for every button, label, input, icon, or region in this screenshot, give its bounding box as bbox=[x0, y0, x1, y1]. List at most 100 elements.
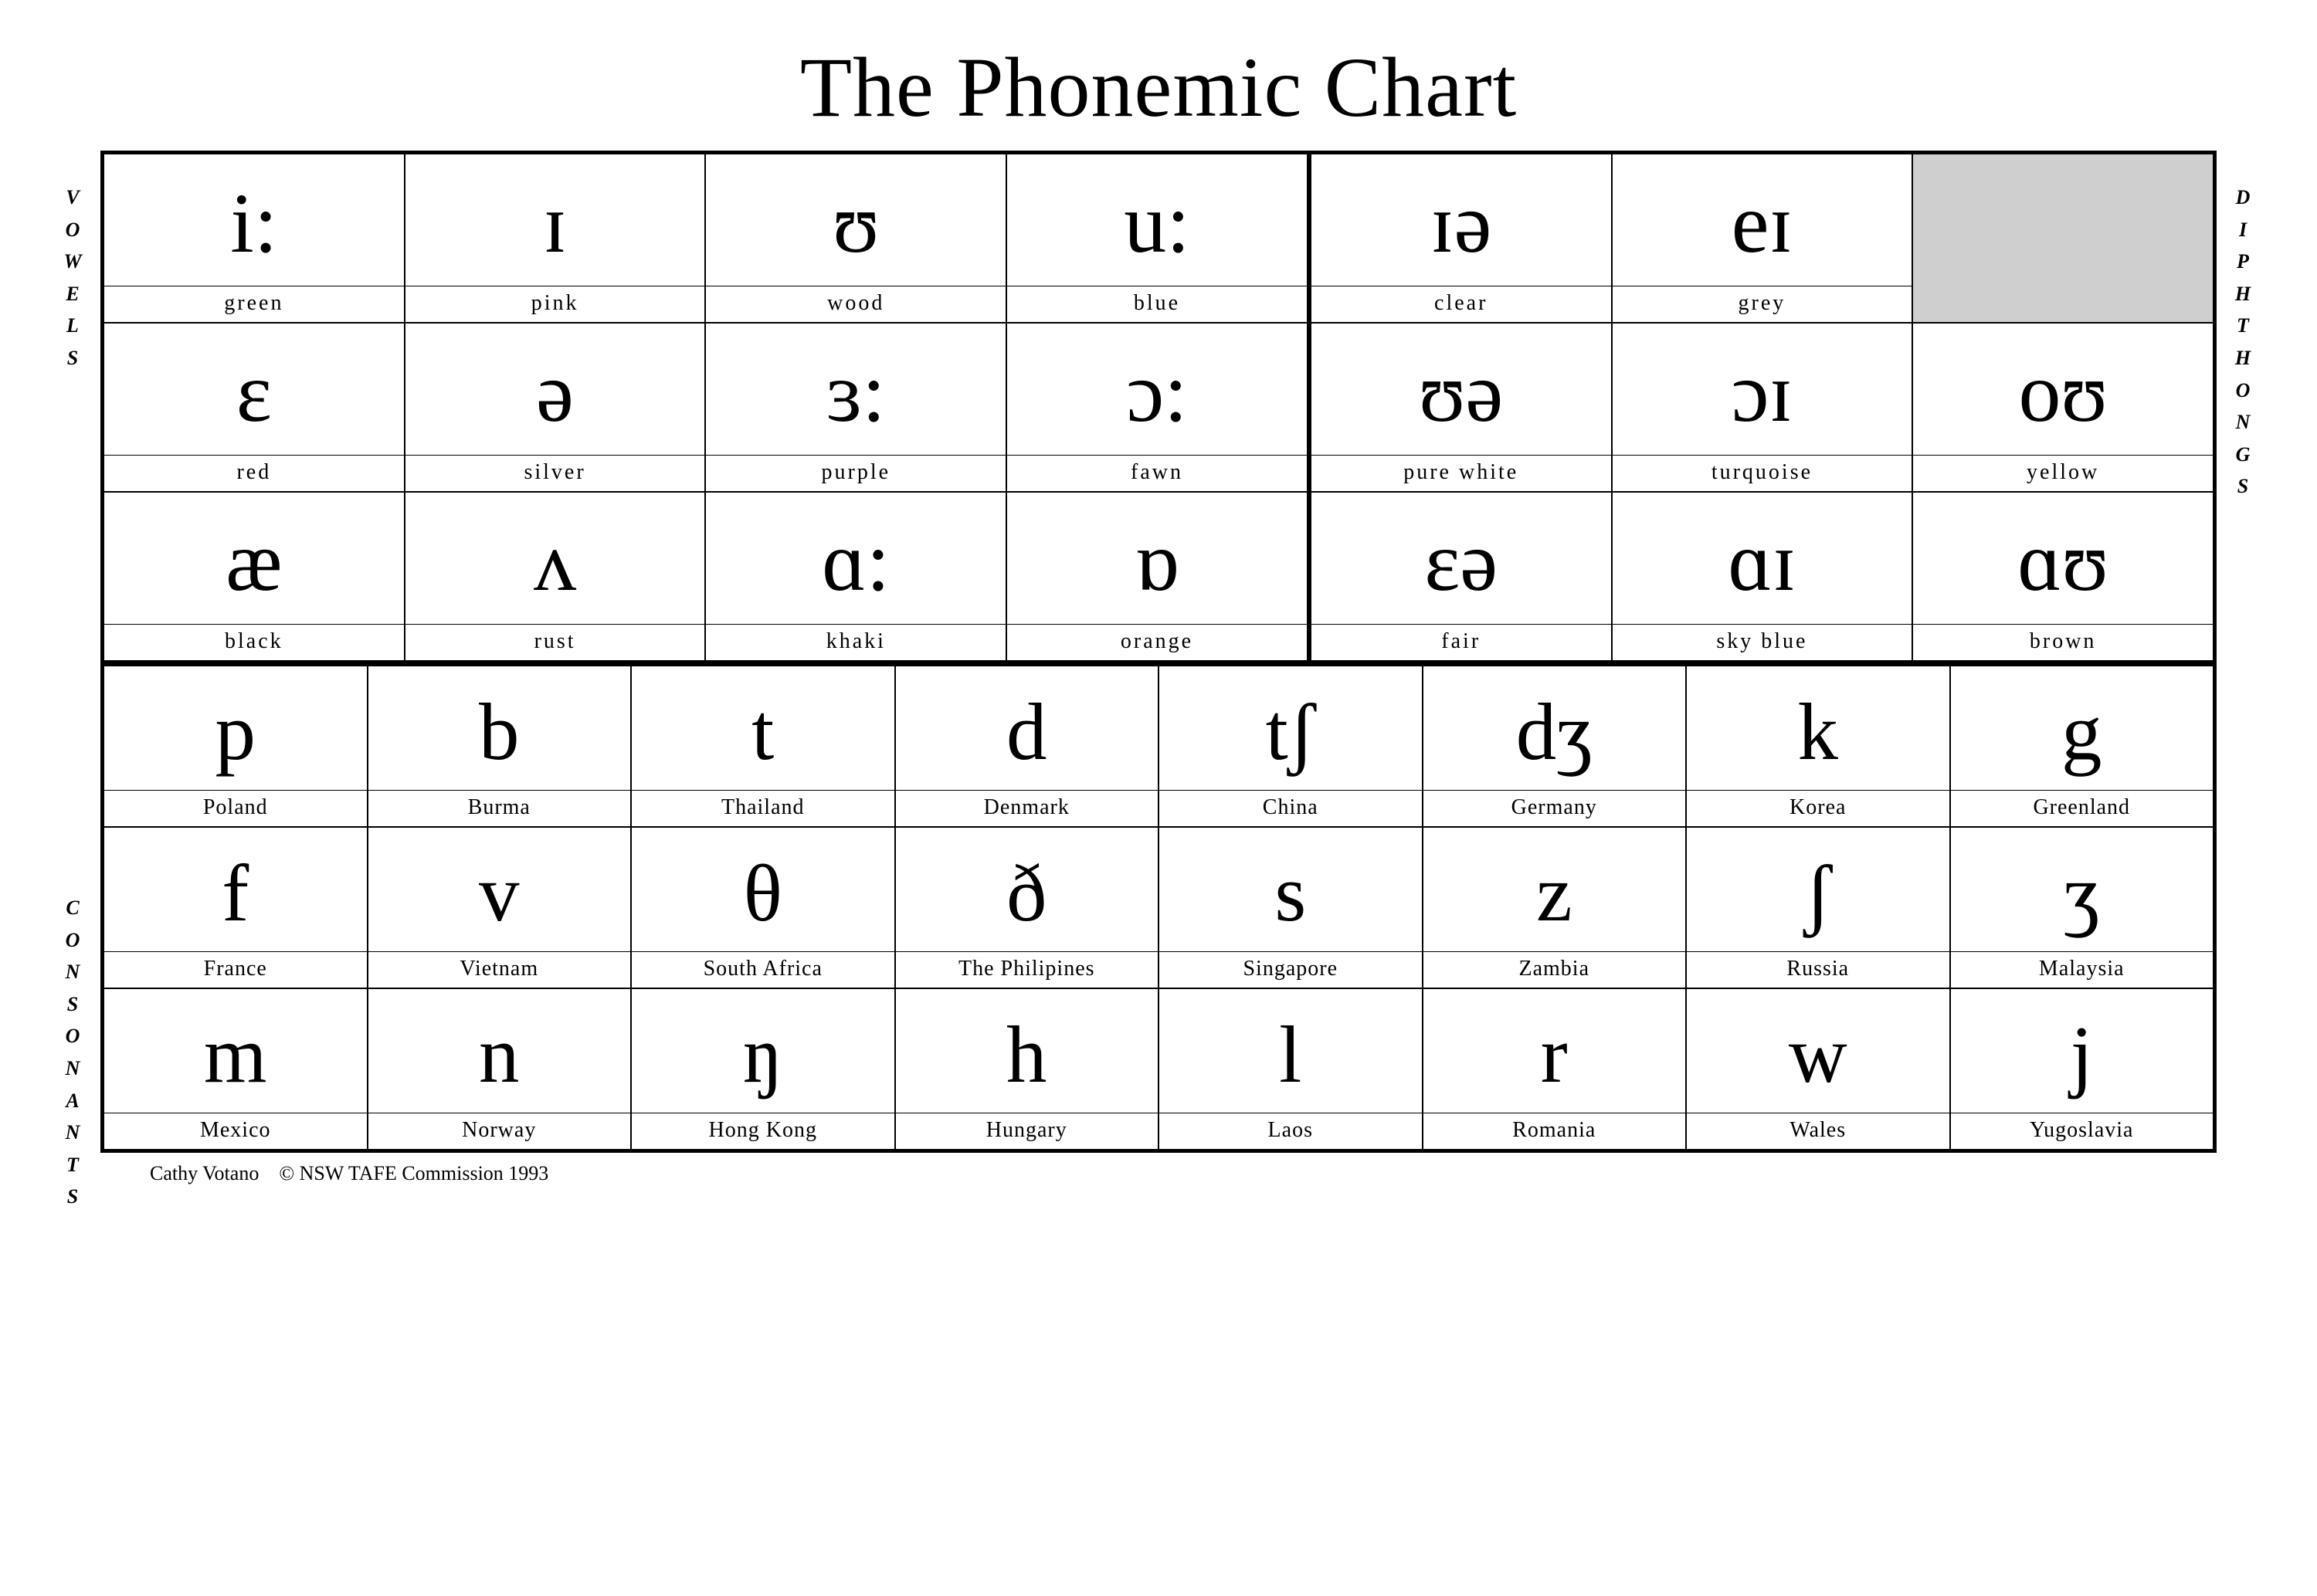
diphthongs-label: yellow bbox=[1913, 455, 2213, 491]
consonants-cell: sSingapore bbox=[1158, 827, 1423, 988]
vowels-label: pink bbox=[405, 286, 705, 322]
vowels-symbol: ʊ bbox=[706, 154, 1006, 286]
consonants-label: China bbox=[1159, 790, 1422, 826]
consonants-label: Vietnam bbox=[368, 951, 631, 988]
consonants-cell: tʃChina bbox=[1158, 666, 1423, 827]
diphthongs-cell: ɑɪsky blue bbox=[1612, 492, 1913, 661]
vowels-cell: ɪpink bbox=[405, 154, 706, 323]
consonants-label: Russia bbox=[1687, 951, 1949, 988]
vowel-diphthong-section: i:greenɪpinkʊwoodu:blueɛredəsilverɜ:purp… bbox=[103, 154, 2214, 661]
side-label-char: L bbox=[54, 310, 93, 342]
consonants-label: Burma bbox=[368, 790, 631, 826]
consonants-symbol: f bbox=[104, 828, 367, 951]
side-label-char: N bbox=[2224, 406, 2263, 439]
consonants-label: Korea bbox=[1687, 790, 1949, 826]
page-title: The Phonemic Chart bbox=[54, 39, 2263, 137]
consonants-symbol: θ bbox=[632, 828, 894, 951]
side-label-char: W bbox=[54, 246, 93, 278]
consonants-cell: kKorea bbox=[1686, 666, 1950, 827]
consonants-cell: vVietnam bbox=[368, 827, 632, 988]
vowels-cell: ɒorange bbox=[1006, 492, 1308, 661]
consonants-cell: zZambia bbox=[1423, 827, 1687, 988]
diphthongs-row: ʊəpure whiteɔɪturquoiseoʊyellow bbox=[1311, 323, 2214, 492]
vowels-symbol: ɔ: bbox=[1007, 324, 1307, 455]
consonants-symbol: z bbox=[1423, 828, 1686, 951]
side-label-char: H bbox=[2224, 278, 2263, 310]
diphthongs-label: grey bbox=[1613, 286, 1912, 322]
side-label-char: E bbox=[54, 278, 93, 310]
diphthongs-symbol: ɛə bbox=[1311, 493, 1611, 624]
consonants-symbol: m bbox=[104, 989, 367, 1113]
vowels-symbol: ɑ: bbox=[706, 493, 1006, 624]
consonants-cell: bBurma bbox=[368, 666, 632, 827]
consonants-block: pPolandbBurmatThailanddDenmarktʃChinadʒG… bbox=[103, 661, 2214, 1150]
vowels-cell: ɔ:fawn bbox=[1006, 323, 1308, 492]
side-label-char: S bbox=[54, 342, 93, 374]
consonants-symbol: r bbox=[1423, 989, 1686, 1113]
diphthongs-symbol: ɑʊ bbox=[1913, 493, 2213, 624]
consonants-symbol: p bbox=[104, 666, 367, 790]
side-label-char: G bbox=[2224, 439, 2263, 471]
consonants-cell: dʒGermany bbox=[1423, 666, 1687, 827]
vowels-symbol: u: bbox=[1007, 154, 1307, 286]
vowels-cell: u:blue bbox=[1006, 154, 1308, 323]
vowels-cell: ɛred bbox=[103, 323, 405, 492]
consonants-symbol: w bbox=[1687, 989, 1949, 1113]
consonants-symbol: tʃ bbox=[1159, 666, 1422, 790]
consonants-symbol: t bbox=[632, 666, 894, 790]
side-label-consonants: CONSONANTS bbox=[54, 892, 93, 1213]
diphthongs-symbol: ɑɪ bbox=[1613, 493, 1912, 624]
consonants-cell: lLaos bbox=[1158, 988, 1423, 1150]
consonants-label: Hong Kong bbox=[632, 1113, 894, 1149]
consonants-label: Yugoslavia bbox=[1951, 1113, 2214, 1149]
vowels-label: black bbox=[104, 624, 404, 660]
diphthongs-symbol: eɪ bbox=[1613, 154, 1912, 286]
consonants-symbol: ʃ bbox=[1687, 828, 1949, 951]
consonants-symbol: s bbox=[1159, 828, 1422, 951]
consonants-cell: rRomania bbox=[1423, 988, 1687, 1150]
consonants-symbol: k bbox=[1687, 666, 1949, 790]
consonants-label: Laos bbox=[1159, 1113, 1422, 1149]
consonants-label: South Africa bbox=[632, 951, 894, 988]
consonants-symbol: v bbox=[368, 828, 631, 951]
consonants-row: mMexiconNorwayŋHong KonghHungarylLaosrRo… bbox=[103, 988, 2214, 1150]
vowels-row: i:greenɪpinkʊwoodu:blue bbox=[103, 154, 1308, 323]
consonants-cell: jYugoslavia bbox=[1950, 988, 2214, 1150]
vowels-cell: ʊwood bbox=[705, 154, 1006, 323]
diphthongs-cell: ɛəfair bbox=[1311, 492, 1612, 661]
vowels-symbol: ɒ bbox=[1007, 493, 1307, 624]
consonants-label: Hungary bbox=[896, 1113, 1158, 1149]
consonants-symbol: b bbox=[368, 666, 631, 790]
consonants-symbol: ŋ bbox=[632, 989, 894, 1113]
consonants-label: The Philipines bbox=[896, 951, 1158, 988]
vowels-label: purple bbox=[706, 455, 1006, 491]
consonants-cell: hHungary bbox=[895, 988, 1159, 1150]
diphthongs-cell: ɪəclear bbox=[1311, 154, 1612, 323]
vowels-label: silver bbox=[405, 455, 705, 491]
consonants-label: Malaysia bbox=[1951, 951, 2214, 988]
diphthongs-symbol: ɔɪ bbox=[1613, 324, 1912, 455]
vowels-label: green bbox=[104, 286, 404, 322]
diphthongs-cell: oʊyellow bbox=[1912, 323, 2214, 492]
vowels-cell: əsilver bbox=[405, 323, 706, 492]
consonants-cell: tThailand bbox=[631, 666, 895, 827]
consonants-row: pPolandbBurmatThailanddDenmarktʃChinadʒG… bbox=[103, 666, 2214, 827]
diphthongs-cell: eɪgrey bbox=[1612, 154, 1913, 323]
consonants-label: Greenland bbox=[1951, 790, 2214, 826]
side-label-char: O bbox=[54, 1020, 93, 1052]
consonants-label: Norway bbox=[368, 1113, 631, 1149]
vowels-label: fawn bbox=[1007, 455, 1307, 491]
consonants-row: fFrancevVietnamθSouth AfricaðThe Philipi… bbox=[103, 827, 2214, 988]
vowels-cell: ʌrust bbox=[405, 492, 706, 661]
consonants-symbol: dʒ bbox=[1423, 666, 1686, 790]
side-label-vowels: VOWELS bbox=[54, 181, 93, 374]
consonants-cell: pPoland bbox=[103, 666, 368, 827]
diphthongs-row: ɛəfairɑɪsky blueɑʊbrown bbox=[1311, 492, 2214, 661]
vowels-cell: i:green bbox=[103, 154, 405, 323]
consonants-symbol: d bbox=[896, 666, 1158, 790]
vowels-cell: ɜ:purple bbox=[705, 323, 1006, 492]
vowels-symbol: ɪ bbox=[405, 154, 705, 286]
side-label-char: S bbox=[2224, 470, 2263, 503]
side-label-char: V bbox=[54, 181, 93, 214]
consonants-symbol: n bbox=[368, 989, 631, 1113]
